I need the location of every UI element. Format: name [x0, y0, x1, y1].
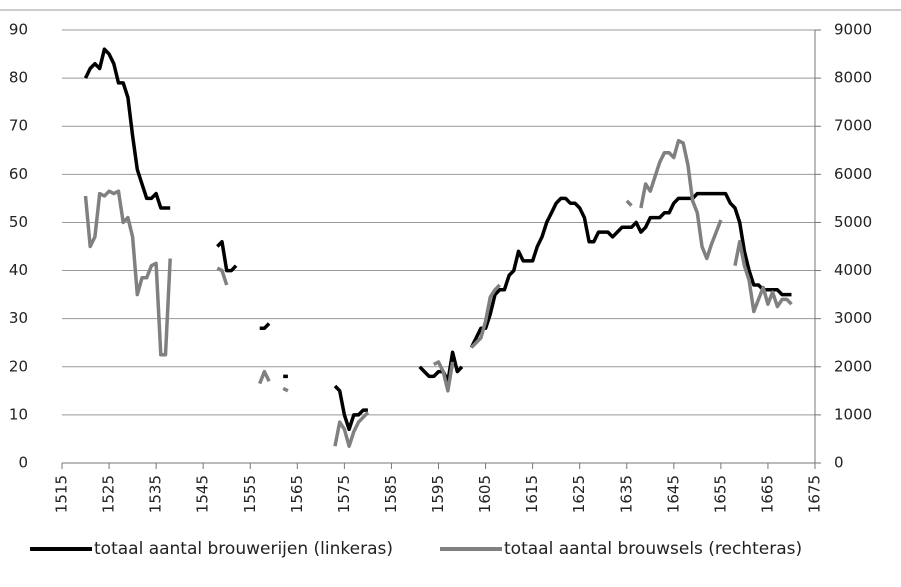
series-line [83, 47, 792, 432]
y-tick-label: 90 [9, 21, 28, 39]
x-tick-label: 1615 [523, 475, 541, 513]
y2-tick-label: 5000 [834, 213, 872, 231]
x-tick-label: 1605 [476, 475, 494, 513]
x-tick-label: 1515 [53, 475, 71, 513]
y-tick-label: 10 [9, 405, 28, 423]
y2-tick-label: 7000 [834, 117, 872, 135]
x-tick-label: 1545 [194, 475, 212, 513]
y2-tick-label: 6000 [834, 165, 872, 183]
x-tick-label: 1665 [758, 475, 776, 513]
series-line [83, 138, 793, 448]
y-tick-label: 50 [9, 213, 28, 231]
y-tick-label: 30 [9, 309, 28, 327]
y-tick-label: 80 [9, 69, 28, 87]
x-tick-label: 1585 [382, 475, 400, 513]
x-tick-label: 1675 [806, 475, 824, 513]
legend-label: totaal aantal brouwerijen (linkeras) [94, 539, 393, 559]
x-tick-label: 1655 [711, 475, 729, 513]
y2-tick-label: 1000 [834, 405, 872, 423]
x-tick-label: 1595 [429, 475, 447, 513]
x-tick-label: 1565 [288, 475, 306, 513]
y-tick-label: 60 [9, 165, 28, 183]
x-tick-label: 1555 [241, 475, 259, 513]
y2-tick-label: 0 [834, 454, 844, 472]
y-tick-label: 40 [9, 261, 28, 279]
x-tick-label: 1525 [100, 475, 118, 513]
y2-tick-label: 2000 [834, 357, 872, 375]
y2-tick-label: 9000 [834, 21, 872, 39]
legend-label: totaal aantal brouwsels (rechteras) [504, 539, 802, 559]
x-tick-label: 1635 [617, 475, 635, 513]
x-tick-label: 1575 [335, 475, 353, 513]
y2-tick-label: 3000 [834, 309, 872, 327]
y2-tick-label: 4000 [834, 261, 872, 279]
x-tick-label: 1625 [570, 475, 588, 513]
x-tick-label: 1645 [664, 475, 682, 513]
y2-tick-label: 8000 [834, 69, 872, 87]
x-tick-label: 1535 [147, 475, 165, 513]
y-tick-label: 20 [9, 357, 28, 375]
y-tick-label: 0 [18, 454, 28, 472]
y-tick-label: 70 [9, 117, 28, 135]
